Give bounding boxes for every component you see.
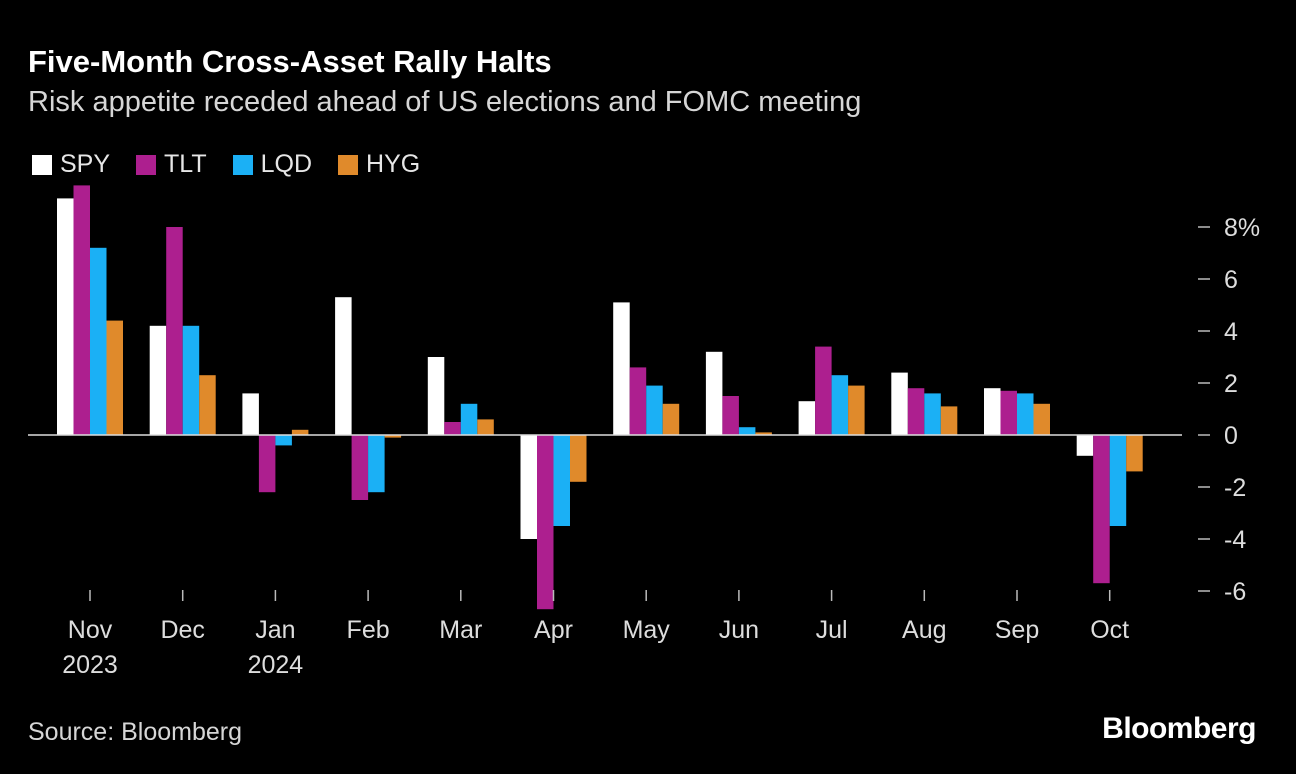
bar-hyg-oct [1126,435,1143,472]
legend-item-lqd: LQD [232,150,313,179]
bar-lqd-apr [553,435,570,526]
x-tick-label: Jul [816,616,848,644]
bar-lqd-nov [90,247,107,435]
bar-lqd-oct [1109,435,1127,526]
bar-hyg-apr [570,435,587,482]
bar-lqd-mar [460,403,478,435]
x-tick-label: Sep [995,616,1039,644]
bar-spy-oct [1076,435,1094,456]
bar-tlt-jan [258,435,276,493]
x-tick-sublabel: 2024 [248,651,304,679]
y-tick-label: -2 [1224,474,1246,502]
bar-spy-jun [705,351,723,435]
legend-label: LQD [260,150,313,178]
bar-spy-nov [57,198,74,435]
legend-swatch [32,154,52,175]
bar-hyg-jan [291,429,309,435]
bar-tlt-aug [907,388,925,435]
legend-label: SPY [60,150,111,178]
bar-spy-dec [149,325,167,435]
x-tick-label: Nov [68,616,113,644]
legend-item-spy: SPY [32,150,110,179]
bar-lqd-aug [924,393,941,435]
bar-lqd-jun [738,427,756,435]
x-tick-label: Oct [1090,616,1129,644]
bar-spy-aug [891,372,908,435]
bar-lqd-may [646,385,663,435]
bar-hyg-jul [848,385,865,435]
bar-spy-mar [427,357,445,435]
bar-tlt-apr [537,435,554,610]
bar-lqd-jan [275,435,292,446]
y-tick-label: 6 [1224,266,1238,294]
bar-hyg-dec [199,375,216,435]
x-tick-label: Dec [160,616,204,644]
bloomberg-logo: Bloomberg [1102,712,1256,745]
bar-tlt-nov [73,185,90,435]
x-tick-label: Mar [439,616,482,644]
bar-spy-may [613,302,630,435]
x-tick-label: Jun [719,616,759,644]
bar-tlt-jun [722,396,739,435]
legend: SPY TLT LQD HYG [32,150,420,179]
bar-tlt-jul [815,346,832,435]
bar-lqd-sep [1017,393,1034,435]
x-tick-label: Aug [902,616,946,644]
legend-label: HYG [366,150,421,178]
chart-subtitle: Risk appetite receded ahead of US electi… [28,86,862,118]
x-tick-label: Jan [255,616,295,644]
bar-tlt-dec [166,227,183,435]
source-note: Source: Bloomberg [28,718,243,746]
bar-hyg-mar [477,419,494,435]
y-tick-label: 8% [1224,214,1260,242]
bar-spy-apr [520,435,537,539]
legend-swatch [338,154,359,175]
legend-label: TLT [164,150,207,178]
bar-hyg-aug [940,406,958,435]
bar-spy-sep [984,388,1001,435]
y-tick-label: 2 [1224,370,1238,398]
bar-tlt-may [629,367,647,435]
x-tick-label: Feb [347,616,390,644]
bar-lqd-dec [182,325,200,435]
x-tick-label: May [623,616,671,644]
bar-hyg-may [662,403,680,435]
bar-hyg-jun [755,432,772,435]
bar-spy-jul [798,401,816,435]
legend-item-tlt: TLT [136,150,207,179]
y-tick-label: -6 [1224,578,1246,606]
bar-spy-jan [242,393,259,435]
bar-hyg-sep [1033,403,1050,435]
y-tick-label: 0 [1224,422,1238,450]
bar-lqd-jul [831,375,849,435]
legend-item-hyg: HYG [338,150,420,179]
x-tick-sublabel: 2023 [62,651,118,679]
bar-tlt-feb [351,435,369,500]
bar-tlt-mar [444,422,461,435]
x-tick-label: Apr [534,616,573,644]
chart-title: Five-Month Cross-Asset Rally Halts [28,44,552,79]
y-tick-label: 4 [1224,318,1238,346]
bar-tlt-oct [1093,435,1110,584]
bar-tlt-sep [1000,390,1017,435]
bar-lqd-feb [368,435,385,493]
legend-swatch [232,154,253,175]
bar-spy-feb [335,297,352,435]
y-tick-label: -4 [1224,526,1246,554]
bar-hyg-feb [384,435,402,438]
bar-hyg-nov [106,320,123,435]
legend-swatch [136,154,157,175]
